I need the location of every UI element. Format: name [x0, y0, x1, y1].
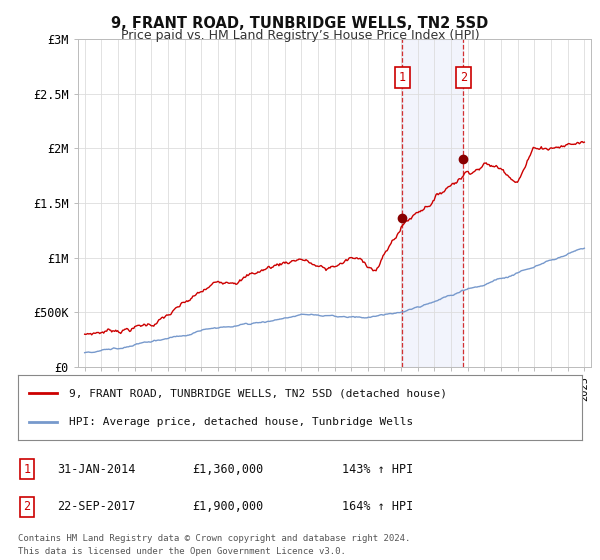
- Bar: [403, 39, 463, 367]
- Text: This data is licensed under the Open Government Licence v3.0.: This data is licensed under the Open Gov…: [18, 547, 346, 556]
- Text: HPI: Average price, detached house, Tunbridge Wells: HPI: Average price, detached house, Tunb…: [69, 417, 413, 427]
- Text: £1,900,000: £1,900,000: [192, 500, 263, 514]
- Text: 143% ↑ HPI: 143% ↑ HPI: [342, 463, 413, 476]
- Text: 1: 1: [23, 463, 31, 476]
- Text: 2: 2: [23, 500, 31, 514]
- Text: Price paid vs. HM Land Registry’s House Price Index (HPI): Price paid vs. HM Land Registry’s House …: [121, 29, 479, 42]
- Text: £1,360,000: £1,360,000: [192, 463, 263, 476]
- Text: 164% ↑ HPI: 164% ↑ HPI: [342, 500, 413, 514]
- Text: 1: 1: [399, 71, 406, 84]
- Text: 9, FRANT ROAD, TUNBRIDGE WELLS, TN2 5SD (detached house): 9, FRANT ROAD, TUNBRIDGE WELLS, TN2 5SD …: [69, 388, 447, 398]
- Text: 9, FRANT ROAD, TUNBRIDGE WELLS, TN2 5SD: 9, FRANT ROAD, TUNBRIDGE WELLS, TN2 5SD: [112, 16, 488, 31]
- Text: 2: 2: [460, 71, 467, 84]
- Text: Contains HM Land Registry data © Crown copyright and database right 2024.: Contains HM Land Registry data © Crown c…: [18, 534, 410, 543]
- Text: 22-SEP-2017: 22-SEP-2017: [57, 500, 136, 514]
- Text: 31-JAN-2014: 31-JAN-2014: [57, 463, 136, 476]
